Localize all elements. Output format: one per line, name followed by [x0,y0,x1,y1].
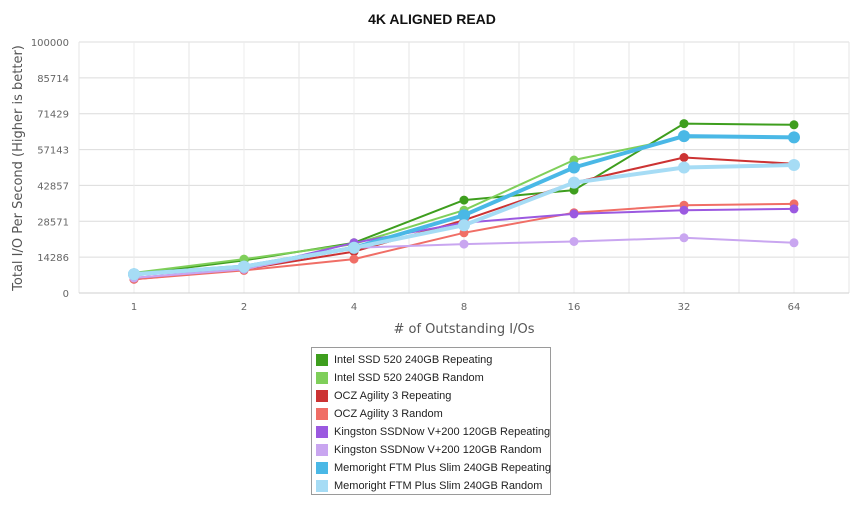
legend-label: OCZ Agility 3 Repeating [334,390,452,402]
x-tick-label: 32 [678,302,691,313]
legend-swatch [316,462,328,474]
data-point [788,131,800,144]
legend-item: OCZ Agility 3 Repeating [316,387,550,405]
data-point [679,153,689,162]
x-tick-label: 64 [788,302,801,313]
legend-swatch [316,426,328,438]
y-tick-label: 85714 [37,74,69,85]
chart-legend: Intel SSD 520 240GB Repeating Intel SSD 5… [311,347,551,495]
data-point [459,195,469,205]
data-point [789,204,799,214]
data-point [568,176,580,189]
data-point [238,260,250,273]
y-tick-label: 28571 [37,217,69,228]
legend-item: Kingston SSDNow V+200 120GB Random [316,441,550,459]
data-point [349,254,359,264]
data-point [348,241,360,254]
legend-label: Kingston SSDNow V+200 120GB Repeating [334,426,551,438]
x-tick-label: 2 [241,302,247,313]
legend-swatch [316,444,328,456]
legend-label: Intel SSD 520 240GB Repeating [334,354,493,366]
series-layer [128,119,800,284]
data-point [679,205,689,215]
data-point [458,209,470,222]
grid-layer [78,41,850,294]
data-point [788,159,800,171]
data-point [679,119,689,129]
x-tick-label: 8 [461,302,467,313]
data-point [128,268,140,281]
y-tick-label: 71429 [37,110,69,121]
data-point [458,219,470,232]
legend-swatch [316,354,328,366]
data-point [569,237,579,246]
data-point [789,238,799,248]
legend-label: Memoright FTM Plus Slim 240GB Repeating [334,462,552,474]
data-point [569,209,579,219]
y-tick-label: 57143 [37,146,69,157]
legend-item: Memoright FTM Plus Slim 240GB Random [316,477,550,495]
legend-label: OCZ Agility 3 Random [334,408,443,420]
legend-item: Intel SSD 520 240GB Random [316,369,550,387]
x-tick-labels: 1 2 4 8 16 32 64 [131,302,801,313]
legend-item: OCZ Agility 3 Random [316,405,550,423]
data-point [789,120,799,130]
y-tick-label: 100000 [31,38,69,49]
legend-swatch [316,372,328,384]
legend-item: Memoright FTM Plus Slim 240GB Repeating [316,459,552,477]
legend-swatch [316,480,328,492]
legend-swatch [316,408,328,420]
x-tick-label: 1 [131,302,137,313]
data-point [679,233,689,243]
legend-label: Memoright FTM Plus Slim 240GB Random [334,480,543,492]
x-tick-label: 4 [351,302,357,313]
legend-item: Intel SSD 520 240GB Repeating [316,351,550,369]
y-axis-title: Total I/O Per Second (Higher is better) [11,45,26,292]
chart-title: 4K ALIGNED READ [368,11,496,27]
data-point [568,161,580,174]
x-axis-title: # of Outstanding I/Os [393,322,534,337]
y-tick-labels: 0 14286 28571 42857 57143 71429 85714 100000 [31,38,69,300]
chart-canvas: 4K ALIGNED READ 0 14286 28571 42857 57143 714… [11,11,850,337]
series-8 [128,159,800,281]
legend-item: Kingston SSDNow V+200 120GB Repeating [316,423,550,441]
data-point [678,161,690,174]
y-tick-label: 0 [63,289,69,300]
data-point [678,130,690,143]
y-tick-label: 42857 [37,181,69,192]
x-tick-label: 16 [568,302,581,313]
y-tick-label: 14286 [37,253,69,264]
legend-label: Kingston SSDNow V+200 120GB Random [334,444,542,456]
legend-swatch [316,390,328,402]
data-point [459,239,469,249]
legend-label: Intel SSD 520 240GB Random [334,372,484,384]
